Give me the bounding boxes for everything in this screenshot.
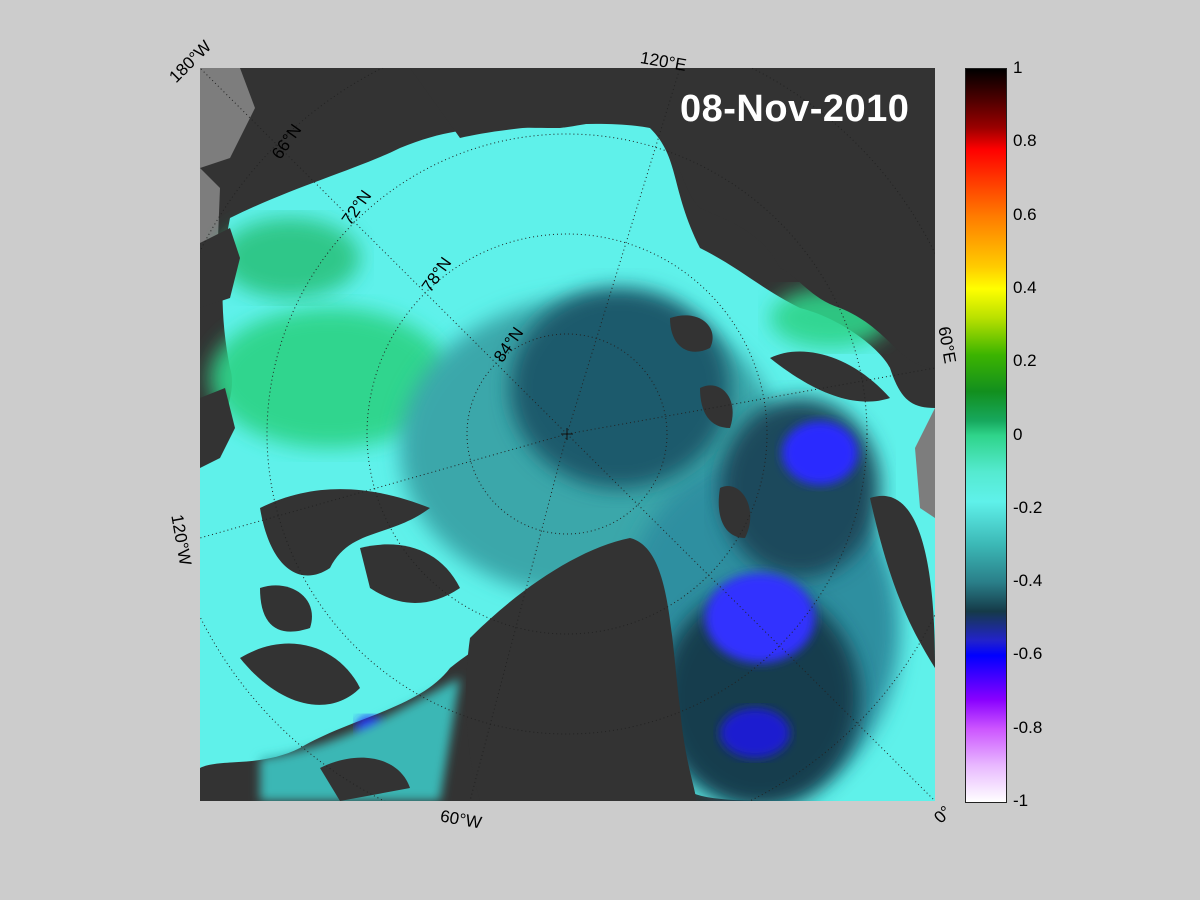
arctic-map: 08-Nov-2010	[200, 68, 935, 801]
graticule	[200, 68, 935, 801]
colorbar-tick-label: 0.8	[1013, 131, 1037, 151]
colorbar-tick-label: 0.4	[1013, 277, 1037, 297]
label-60w: 60°W	[438, 806, 484, 833]
label-120w: 120°W	[167, 513, 195, 567]
colorbar-tick-label: 0.2	[1013, 351, 1037, 371]
land-patch-grey-2	[200, 168, 220, 243]
colorbar	[965, 68, 1007, 803]
land-patch-grey-3	[915, 408, 935, 518]
pole-marker	[561, 428, 573, 440]
colorbar-tick-label: -0.8	[1013, 717, 1043, 737]
colorbar-tick-label: -0.6	[1013, 644, 1043, 664]
colorbar-tick-label: 0	[1013, 424, 1023, 444]
colorbar-tick-label: -0.2	[1013, 497, 1043, 517]
colorbar-tick-label: -1	[1013, 791, 1029, 810]
land-masses	[200, 68, 935, 801]
colorbar-tick-label: 1	[1013, 58, 1023, 77]
colorbar-tick-label: 0.6	[1013, 204, 1037, 224]
land-patch-grey	[200, 68, 255, 168]
label-0: 0°	[930, 802, 956, 828]
label-60e: 60°E	[934, 325, 960, 365]
map-canvas	[200, 68, 935, 801]
map-date-title: 08-Nov-2010	[680, 88, 910, 130]
colorbar-tick-label: -0.4	[1013, 571, 1043, 591]
